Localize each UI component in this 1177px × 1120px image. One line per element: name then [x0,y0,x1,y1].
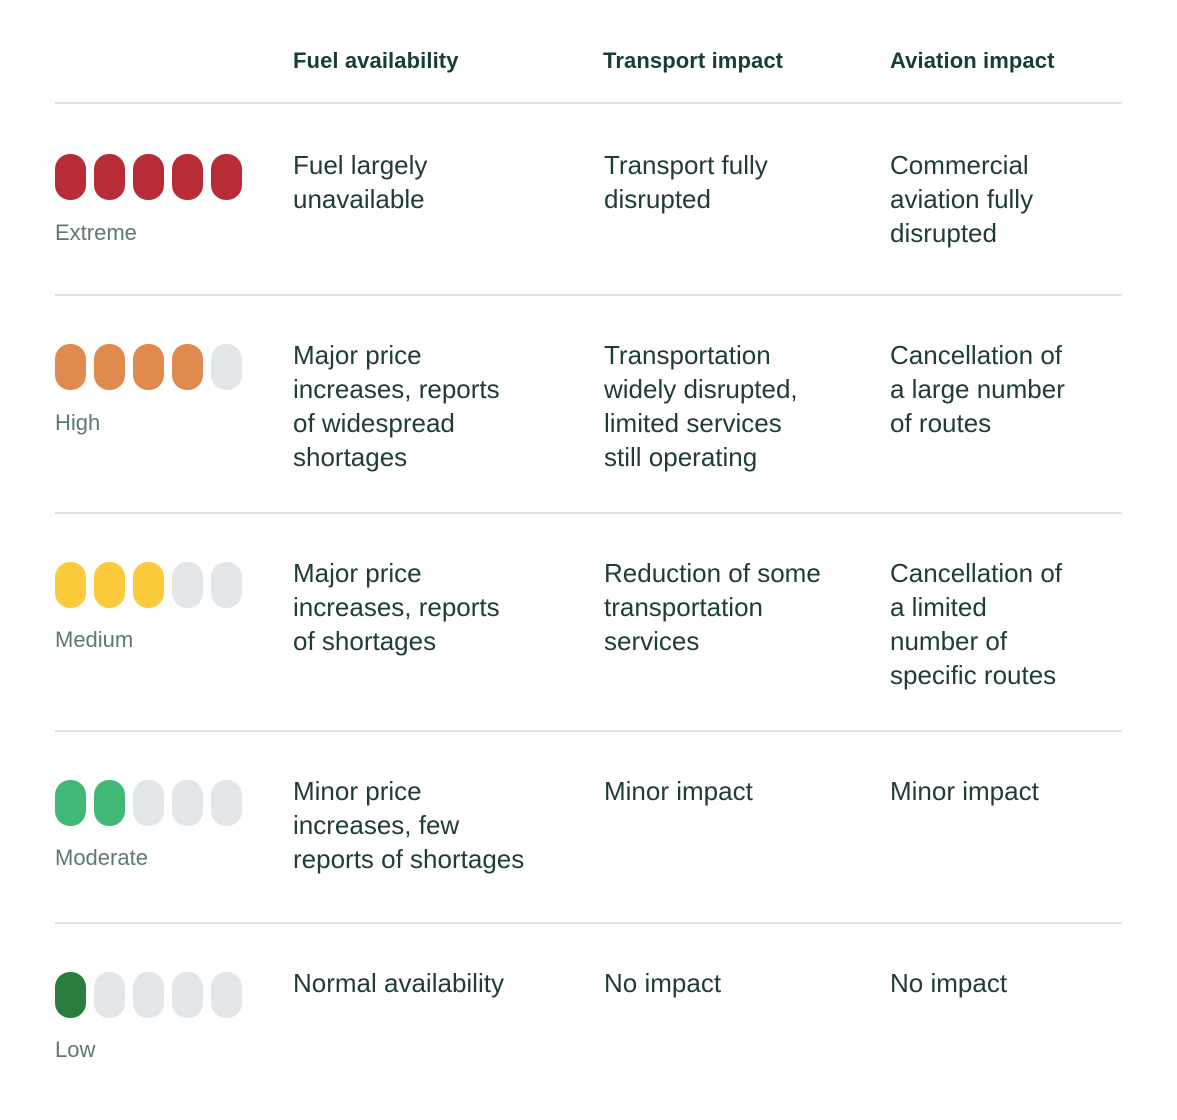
severity-pill-empty [211,562,242,608]
aviation-impact-cell: Minor impact [890,776,1039,806]
severity-pill-filled [172,344,203,390]
aviation-impact-cell: Commercial aviation fully disrupted [890,150,1034,248]
header-transport-impact: Transport impact [603,48,784,73]
severity-pill-filled [94,562,125,608]
severity-level-label: Medium [55,627,134,652]
severity-gauge [55,972,242,1018]
severity-gauge [55,154,242,200]
transport-impact-cell: Transportation widely disrupted, limited… [604,340,798,472]
header-fuel-availability: Fuel availability [293,48,459,73]
severity-pill-empty [172,562,203,608]
aviation-impact-cell: No impact [890,968,1008,998]
aviation-impact-cell: Cancellation of a limited number of spec… [890,558,1062,690]
severity-pill-filled [133,154,164,200]
severity-pill-filled [94,154,125,200]
table-header: Fuel availability Transport impact Aviat… [55,0,1122,104]
severity-pill-filled [133,344,164,390]
table-row-medium: Medium Major price increases, reports of… [55,514,1122,732]
table-row-low: Low Normal availability No impact No imp… [55,924,1122,1114]
severity-table: Fuel availability Transport impact Aviat… [55,0,1122,1114]
severity-level-label: High [55,410,101,435]
fuel-availability-cell: Fuel largely unavailable [293,150,428,214]
transport-impact-cell: Transport fully disrupted [604,150,768,214]
severity-pill-filled [55,562,86,608]
severity-pill-filled [55,154,86,200]
table-row-extreme: Extreme Fuel largely unavailable Transpo… [55,104,1122,296]
table-row-high: High Major price increases, reports of w… [55,296,1122,514]
severity-gauge [55,562,242,608]
severity-level-label: Low [55,1037,96,1062]
header-aviation-impact: Aviation impact [890,48,1055,73]
transport-impact-cell: Minor impact [604,776,753,806]
severity-pill-empty [94,972,125,1018]
severity-pill-empty [211,780,242,826]
severity-level-label: Extreme [55,220,137,245]
severity-gauge [55,780,242,826]
aviation-impact-cell: Cancellation of a large number of routes [890,340,1065,438]
severity-level-label: Moderate [55,845,148,870]
severity-pill-empty [211,972,242,1018]
severity-pill-filled [211,154,242,200]
severity-pill-filled [55,780,86,826]
table-row-moderate: Moderate Minor price increases, few repo… [55,732,1122,924]
fuel-availability-cell: Normal availability [293,968,504,998]
severity-pill-empty [172,972,203,1018]
severity-pill-filled [94,780,125,826]
transport-impact-cell: No impact [604,968,722,998]
severity-gauge [55,344,242,390]
fuel-availability-cell: Major price increases, reports of shorta… [293,558,500,656]
severity-pill-empty [172,780,203,826]
fuel-availability-cell: Major price increases, reports of widesp… [293,340,500,472]
severity-pill-filled [94,344,125,390]
transport-impact-cell: Reduction of some transportation service… [604,558,821,656]
severity-pill-empty [211,344,242,390]
fuel-availability-cell: Minor price increases, few reports of sh… [293,776,525,874]
severity-pill-empty [133,780,164,826]
severity-pill-empty [133,972,164,1018]
severity-pill-filled [133,562,164,608]
severity-pill-filled [55,344,86,390]
severity-pill-filled [172,154,203,200]
severity-pill-filled [55,972,86,1018]
